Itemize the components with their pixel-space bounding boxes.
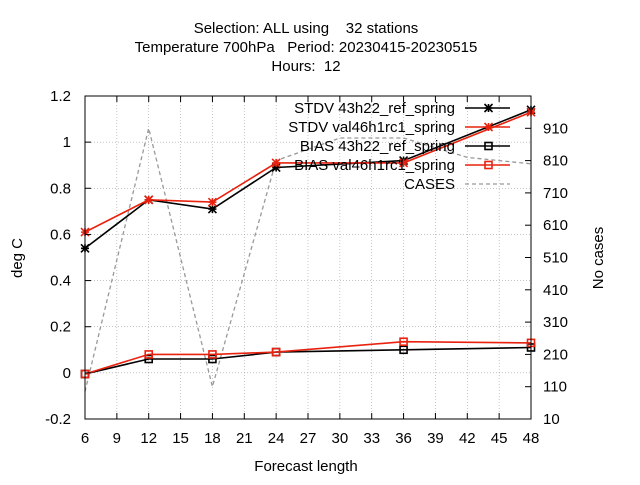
data-point-marker (144, 195, 154, 205)
chart-title-line-1: Selection: ALL using 32 stations (194, 20, 419, 37)
legend-label: BIAS 43h22_ref_spring (300, 138, 455, 155)
data-point-marker (483, 103, 494, 113)
y2-tick-label: 610 (543, 217, 568, 234)
x-tick-label: 36 (395, 430, 412, 447)
series-layer (80, 105, 536, 392)
x-tick-label: 6 (81, 430, 89, 447)
y-tick-label: 0.4 (50, 273, 71, 290)
x-tick-label: 42 (459, 430, 476, 447)
data-point-marker (208, 350, 217, 359)
data-point-marker (484, 141, 493, 151)
x-tick-label: 9 (113, 430, 121, 447)
y-tick-label: 0.2 (50, 319, 71, 336)
y2-tick-label: 910 (543, 120, 568, 137)
data-point-marker (271, 158, 281, 168)
x-tick-label: 15 (172, 430, 189, 447)
y2-axis-label: No cases (590, 227, 607, 290)
legend-label: STDV 43h22_ref_spring (294, 100, 455, 117)
series-4 (84, 128, 532, 392)
x-tick-label: 48 (523, 430, 540, 447)
data-point-marker (399, 345, 408, 355)
data-point-marker (399, 158, 409, 168)
series-line (84, 340, 532, 375)
chart-title-line-2: Temperature 700hPa Period: 20230415-2023… (135, 39, 478, 56)
y-tick-label: -0.2 (45, 411, 71, 428)
y2-tick-label: 710 (543, 185, 568, 202)
y2-tick-label: 310 (543, 314, 568, 331)
y-tick-label: 1 (63, 134, 71, 151)
x-tick-label: 30 (332, 430, 349, 447)
y-tick-label: 0 (63, 365, 71, 382)
series-line (84, 111, 532, 233)
y2-tick-label: 410 (543, 282, 568, 299)
data-point-marker (399, 337, 408, 347)
chart-title-line-3: Hours: 12 (271, 58, 340, 75)
y2-tick-label: 210 (543, 346, 568, 363)
x-tick-label: 27 (300, 430, 317, 447)
tick-layer: 6 9 12 15 18 21 24 27 30 33 36 39 42 45 48 -0.2 0 0.2 0.4 0… (45, 88, 568, 447)
data-point-marker (207, 204, 217, 214)
data-point-marker (144, 350, 154, 359)
data-point-marker (483, 122, 494, 132)
data-point-marker (271, 347, 281, 357)
y2-tick-label: 110 (543, 379, 567, 396)
y2-tick-label: 810 (543, 153, 568, 170)
data-point-marker (208, 354, 217, 364)
y-tick-label: 1.2 (50, 88, 71, 105)
legend-label: BIAS val46h1rc1_spring (294, 157, 455, 174)
data-point-marker (207, 197, 217, 207)
legend-label: STDV val46h1rc1_spring (288, 119, 455, 136)
y2-tick-label: 10 (543, 411, 560, 428)
y-axis-label: deg C (9, 238, 26, 278)
series-line (84, 346, 532, 375)
y-tick-label: 0.6 (50, 226, 71, 243)
data-point-marker (484, 160, 493, 170)
y-tick-label: 0.8 (50, 180, 71, 197)
x-tick-label: 21 (236, 430, 253, 447)
legend-label: CASES (404, 176, 455, 193)
x-tick-label: 18 (204, 430, 221, 447)
x-tick-label: 45 (491, 430, 508, 447)
x-tick-label: 33 (363, 430, 380, 447)
data-point-marker (144, 354, 154, 364)
data-point-marker (271, 162, 281, 173)
series-line (84, 109, 532, 249)
x-tick-label: 12 (140, 430, 157, 447)
y2-tick-label: 510 (543, 250, 568, 267)
legend: STDV 43h22_ref_spring STDV val46h1rc1_spr… (288, 100, 510, 193)
x-tick-label: 39 (427, 430, 444, 447)
series-line (84, 128, 532, 392)
x-tick-label: 24 (268, 430, 285, 447)
x-axis-label: Forecast length (254, 458, 357, 475)
